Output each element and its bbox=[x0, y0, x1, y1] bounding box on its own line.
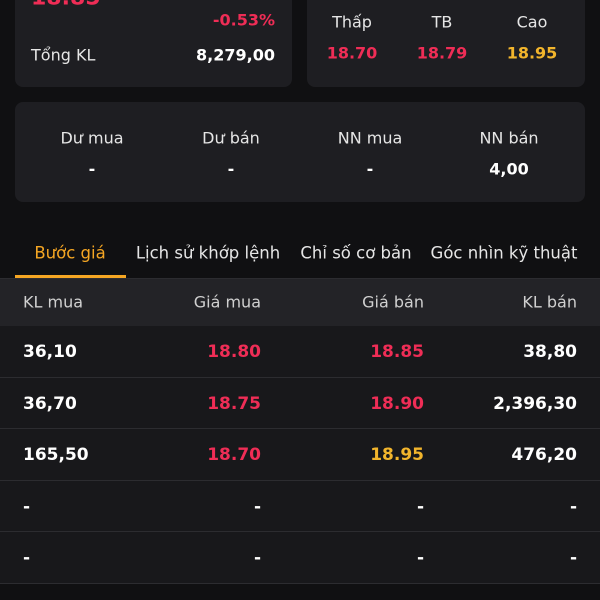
stat-value: - bbox=[88, 159, 96, 179]
stats-card: Dư mua - Dư bán - NN mua - NN bán 4,00 bbox=[15, 102, 585, 202]
tab[interactable]: Góc nhìn kỹ thuật bbox=[430, 243, 578, 263]
range-label: TB bbox=[431, 12, 453, 32]
table-header bbox=[0, 279, 600, 326]
price: 18.85 bbox=[31, 0, 101, 11]
table-cell: - bbox=[23, 496, 31, 517]
header-cell: Giá mua bbox=[193, 292, 261, 312]
volume-label: Tổng KL bbox=[31, 45, 96, 65]
table-cell: 165,50 bbox=[23, 445, 89, 465]
tab[interactable]: Chỉ số cơ bản bbox=[300, 243, 412, 263]
table-cell: 18.75 bbox=[207, 393, 261, 414]
summary-card: 18.85 -0.53% Tổng KL 8,279,00 bbox=[15, 0, 292, 87]
tab[interactable]: Bước giá bbox=[34, 243, 106, 263]
range-value: 18.79 bbox=[416, 43, 468, 63]
stat-label: NN bán bbox=[479, 128, 539, 148]
range-value: 18.95 bbox=[506, 43, 558, 63]
table-cell: - bbox=[416, 548, 424, 568]
table-cell: - bbox=[569, 548, 577, 568]
stat-label: Dư mua bbox=[60, 128, 124, 148]
table-cell: 2,396,30 bbox=[493, 393, 577, 414]
range-label: Thấp bbox=[332, 12, 372, 32]
tab-underline bbox=[15, 275, 126, 278]
range-label: Cao bbox=[516, 12, 548, 32]
stat-value: - bbox=[366, 159, 374, 179]
table-row bbox=[0, 429, 600, 481]
table-cell: 476,20 bbox=[511, 445, 577, 465]
stat-value: 4,00 bbox=[489, 159, 529, 179]
table-cell: 36,10 bbox=[23, 342, 77, 362]
header-cell: KL bán bbox=[522, 292, 577, 312]
stat-label: Dư bán bbox=[202, 128, 260, 148]
stat-value: - bbox=[227, 159, 235, 179]
header-cell: Giá bán bbox=[362, 292, 424, 312]
table-cell: 18.95 bbox=[370, 445, 424, 465]
table-cell: 36,70 bbox=[23, 393, 77, 414]
table-cell: 38,80 bbox=[523, 342, 577, 362]
table-cell: - bbox=[253, 548, 261, 568]
table-cell: - bbox=[253, 496, 261, 517]
table-cell: 18.80 bbox=[207, 342, 261, 362]
table-row bbox=[0, 532, 600, 584]
table-cell: - bbox=[23, 548, 31, 568]
stat-label: NN mua bbox=[337, 128, 403, 148]
tab[interactable]: Lịch sử khớp lệnh bbox=[135, 243, 281, 263]
table-row bbox=[0, 326, 600, 378]
table-cell: - bbox=[569, 496, 577, 517]
table-row bbox=[0, 480, 600, 532]
change: -0.53% bbox=[212, 10, 275, 30]
table-cell: - bbox=[416, 496, 424, 517]
table-cell: 18.90 bbox=[370, 393, 424, 414]
divider bbox=[0, 278, 600, 279]
table-cell: 18.70 bbox=[207, 445, 261, 465]
range-card: Thấp 18.70 TB 18.79 Cao 18.95 bbox=[307, 0, 585, 87]
header-cell: KL mua bbox=[23, 292, 84, 312]
range-value: 18.70 bbox=[326, 43, 378, 63]
volume: 8,279,00 bbox=[196, 45, 275, 65]
table-cell: 18.85 bbox=[370, 342, 424, 362]
table-row bbox=[0, 377, 600, 429]
